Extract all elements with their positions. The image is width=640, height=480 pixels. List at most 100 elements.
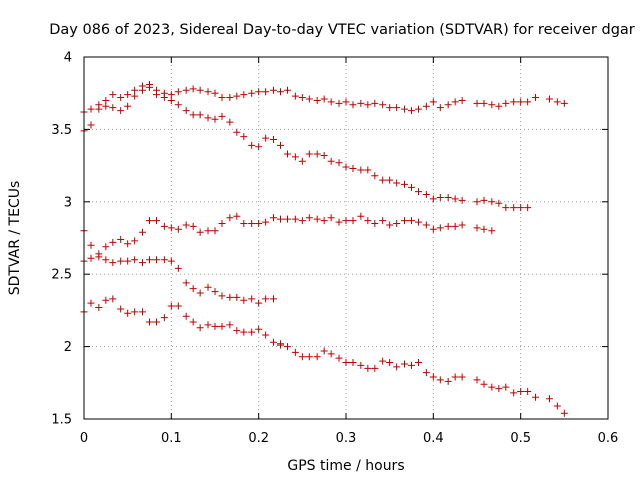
data-point — [262, 331, 270, 339]
data-point — [124, 102, 132, 110]
data-point — [233, 327, 241, 335]
data-point — [146, 217, 153, 225]
data-point — [408, 217, 415, 225]
data-point — [291, 348, 299, 356]
data-point — [262, 295, 270, 303]
data-point — [524, 98, 532, 106]
data-point — [357, 361, 365, 369]
data-point — [87, 299, 95, 307]
y-tick-label: 3 — [64, 195, 72, 210]
data-point — [480, 225, 488, 233]
data-point — [102, 102, 110, 110]
data-point — [298, 157, 306, 165]
data-point — [204, 88, 212, 96]
plot-frame — [83, 56, 609, 420]
data-point — [473, 99, 481, 107]
data-point — [167, 224, 175, 232]
grid-lines — [84, 57, 608, 419]
data-point — [379, 357, 387, 365]
data-point — [305, 353, 313, 361]
data-point — [196, 111, 204, 119]
data-point — [495, 385, 503, 393]
data-point — [488, 227, 496, 235]
data-point — [167, 302, 175, 310]
data-point — [401, 360, 409, 368]
data-point — [277, 141, 284, 149]
data-point — [211, 89, 219, 97]
data-point — [298, 94, 306, 102]
data-point — [553, 402, 561, 410]
data-point — [379, 217, 387, 225]
data-point — [510, 204, 518, 212]
x-tick-label: 0.4 — [423, 431, 444, 446]
data-point — [226, 293, 234, 301]
data-point — [248, 220, 256, 228]
data-point — [204, 321, 212, 329]
data-point — [189, 318, 197, 326]
data-point — [255, 143, 263, 151]
data-point — [160, 256, 168, 264]
data-point — [488, 101, 496, 109]
data-point — [313, 96, 321, 104]
x-tick-label: 0.3 — [336, 431, 357, 446]
data-point — [117, 257, 125, 265]
data-point — [335, 99, 343, 107]
data-point — [357, 212, 365, 220]
data-point — [211, 288, 219, 296]
data-point — [349, 217, 357, 225]
data-point — [95, 253, 103, 261]
data-point — [189, 85, 197, 93]
data-point — [131, 256, 139, 264]
data-point — [218, 220, 226, 228]
data-point — [233, 92, 241, 100]
data-point — [480, 196, 488, 204]
y-tick-label: 1.5 — [51, 413, 72, 428]
data-point — [255, 299, 263, 307]
data-point — [196, 228, 204, 236]
data-point — [458, 221, 466, 229]
data-point — [495, 199, 503, 207]
data-point — [204, 114, 212, 122]
data-point — [233, 212, 241, 220]
data-point — [102, 256, 110, 264]
data-point — [211, 322, 219, 330]
data-point — [218, 322, 226, 330]
data-point — [240, 220, 248, 228]
data-point — [473, 224, 481, 232]
data-point — [320, 151, 328, 159]
data-point — [248, 141, 256, 149]
series-track-bottom — [80, 295, 284, 349]
data-point — [211, 227, 219, 235]
data-point — [458, 96, 466, 104]
data-point — [451, 98, 459, 106]
data-point — [349, 359, 357, 367]
data-point — [451, 373, 459, 381]
data-point — [305, 95, 313, 103]
data-point — [422, 221, 430, 229]
data-point — [305, 214, 313, 222]
data-point — [532, 94, 540, 102]
data-point — [414, 218, 422, 226]
data-point — [160, 314, 168, 322]
x-tick-label: 0 — [80, 431, 88, 446]
data-point — [480, 380, 488, 388]
data-point — [379, 101, 387, 109]
data-point — [436, 193, 444, 201]
data-point — [270, 86, 278, 94]
data-point — [109, 104, 117, 112]
data-point — [167, 257, 175, 265]
data-point — [436, 224, 444, 232]
data-point — [174, 101, 182, 109]
y-tick-label: 3.5 — [51, 123, 72, 138]
data-point — [95, 304, 103, 312]
data-point — [495, 102, 503, 110]
data-point — [131, 308, 139, 316]
data-point — [283, 215, 291, 223]
data-point — [458, 373, 466, 381]
data-point — [196, 289, 204, 297]
y-tick-label: 2.5 — [51, 268, 72, 283]
data-point — [146, 318, 153, 326]
data-point — [364, 217, 372, 225]
data-point — [451, 222, 459, 230]
data-point — [313, 150, 321, 158]
